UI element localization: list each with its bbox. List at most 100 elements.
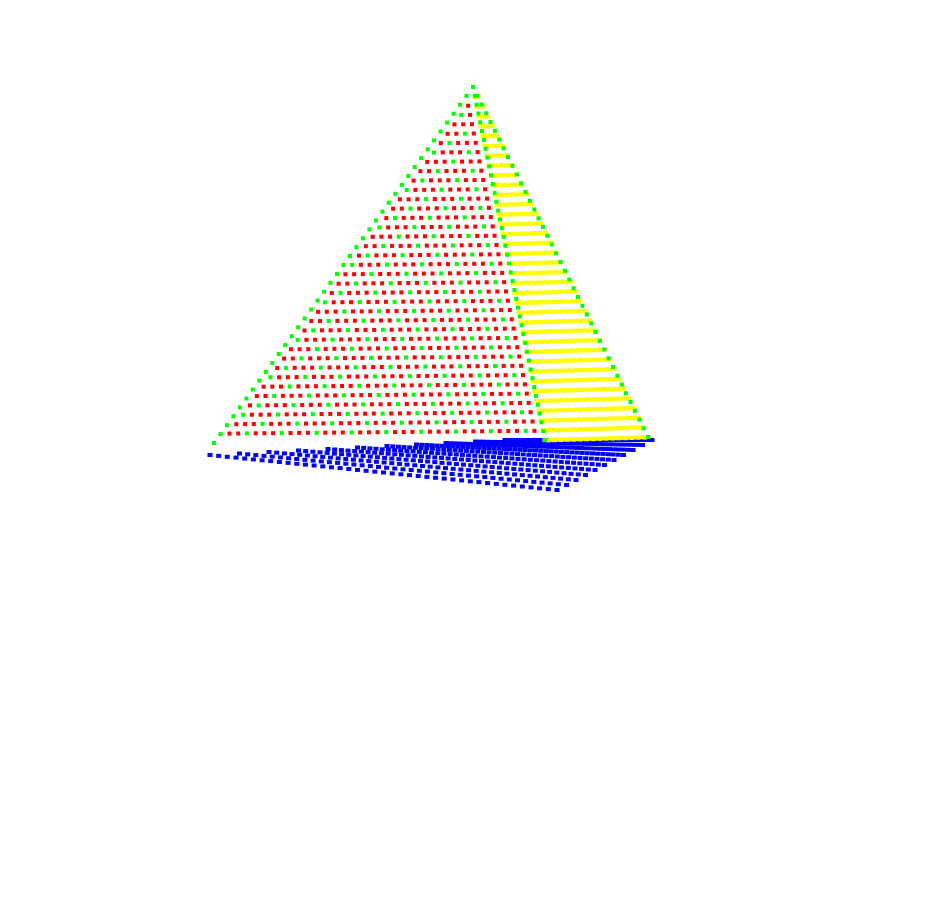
right-face-point	[540, 349, 546, 354]
front-face-green-point	[350, 262, 355, 267]
front-face-point	[344, 365, 349, 370]
base-point	[397, 461, 402, 466]
front-face-point	[359, 309, 364, 314]
right-face-point	[554, 418, 560, 423]
front-face-green-point	[322, 300, 327, 305]
right-face-point	[564, 408, 570, 413]
right-face-point	[548, 280, 554, 284]
front-face-point	[432, 364, 436, 369]
edge-point	[537, 411, 542, 416]
right-face-point	[571, 437, 577, 442]
front-face-point	[466, 364, 471, 369]
right-face-point	[642, 435, 648, 440]
front-face-point	[395, 271, 400, 276]
front-face-point	[333, 309, 338, 314]
base-point	[615, 452, 621, 457]
base-point	[490, 475, 496, 480]
base-point	[527, 473, 533, 478]
right-face-point	[595, 367, 601, 372]
base-point	[453, 462, 459, 466]
front-face-point	[475, 150, 480, 155]
right-face-point	[571, 378, 577, 383]
base-point	[331, 451, 337, 456]
base-point	[523, 444, 528, 448]
edge-point	[536, 216, 541, 221]
front-face-point	[428, 262, 433, 267]
base-point	[435, 447, 441, 452]
right-face-point	[543, 378, 549, 383]
right-face-point	[573, 388, 579, 393]
base-point	[517, 438, 523, 442]
right-face-point	[618, 426, 624, 431]
front-face-point	[316, 356, 321, 361]
right-face-point	[574, 338, 580, 343]
front-face-green-point	[477, 373, 482, 378]
right-face-point	[504, 222, 510, 227]
base-point	[566, 455, 572, 460]
base-point	[620, 438, 626, 442]
right-face-point	[552, 358, 558, 363]
edge-point	[602, 347, 607, 352]
front-face-point	[397, 281, 402, 286]
edge-point	[237, 405, 242, 410]
base-point	[569, 450, 575, 455]
edge-point	[503, 243, 508, 248]
front-face-point	[415, 197, 420, 202]
front-face-point	[313, 384, 318, 389]
front-face-point	[444, 383, 449, 388]
right-face-point	[564, 299, 570, 304]
base-point	[485, 439, 491, 444]
right-face-point	[606, 376, 612, 381]
base-point	[384, 465, 390, 470]
front-face-point	[383, 299, 388, 304]
right-face-point	[522, 261, 528, 266]
front-face-point	[437, 262, 442, 267]
base-point	[513, 438, 519, 442]
right-face-point	[534, 290, 540, 295]
base-point	[424, 446, 430, 451]
front-face-point	[433, 159, 438, 164]
right-face-point	[564, 280, 570, 284]
front-face-green-point	[330, 337, 335, 342]
right-face-point	[616, 396, 622, 401]
front-face-point	[411, 262, 416, 267]
right-face-point	[538, 221, 544, 226]
right-face-point	[587, 427, 593, 432]
front-face-point	[449, 234, 454, 239]
front-face-point	[419, 215, 424, 220]
front-face-green-point	[380, 411, 385, 416]
right-face-point	[601, 367, 607, 372]
right-face-point	[539, 409, 545, 413]
right-face-point	[545, 388, 551, 393]
front-face-point	[312, 421, 317, 426]
right-face-point	[498, 222, 504, 227]
base-point	[425, 459, 431, 464]
front-face-green-point	[365, 337, 370, 342]
base-point	[554, 488, 560, 492]
edge-point	[341, 263, 346, 267]
right-face-point	[600, 357, 606, 362]
right-face-point	[593, 427, 599, 432]
base-point	[419, 442, 425, 447]
right-face-point	[599, 406, 605, 411]
right-face-point	[568, 358, 574, 363]
right-face-point	[541, 418, 547, 423]
base-point	[540, 458, 546, 463]
base-point	[424, 474, 430, 479]
front-face-point	[410, 346, 415, 351]
front-face-point	[478, 336, 483, 341]
front-face-point	[497, 429, 502, 434]
base-point	[242, 456, 248, 461]
base-point	[420, 464, 425, 468]
front-face-point	[401, 299, 406, 304]
front-face-point	[282, 356, 287, 361]
front-face-point	[511, 410, 516, 415]
right-face-point	[626, 396, 632, 401]
front-face-point	[407, 243, 412, 248]
front-face-point	[475, 364, 480, 369]
base-point	[398, 472, 404, 477]
front-face-green-point	[496, 382, 501, 387]
front-face-green-point	[377, 309, 382, 314]
base-point	[358, 449, 364, 454]
base-point	[489, 439, 495, 444]
